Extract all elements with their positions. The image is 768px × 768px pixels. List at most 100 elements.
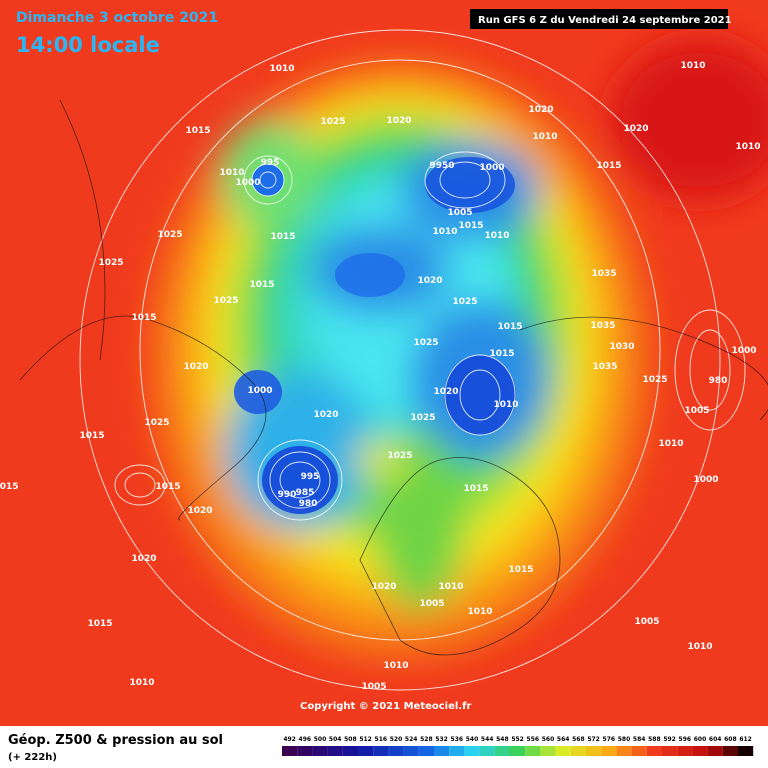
colorbar-swatch <box>418 746 434 756</box>
colorbar-swatch <box>464 746 480 756</box>
colorbar-label: 504 <box>329 736 342 743</box>
colorbar-label: 536 <box>451 736 464 743</box>
isobar-label: 1015 <box>463 484 488 494</box>
colorbar-swatch <box>494 746 510 756</box>
isobar-label: 1025 <box>213 296 238 306</box>
colorbar-swatch <box>631 746 647 756</box>
colorbar-swatch <box>540 746 556 756</box>
isobar-label: 1025 <box>387 451 412 461</box>
isobar-label: 1010 <box>467 607 492 617</box>
isobar-label: 1010 <box>658 439 683 449</box>
colorbar-label: 548 <box>496 736 509 743</box>
isobar-label: 1005 <box>447 208 472 218</box>
isobar-label: 1015 <box>249 280 274 290</box>
isobar-label: 1015 <box>270 232 295 242</box>
isobar-label: 1015 <box>87 619 112 629</box>
colorbar-swatch <box>388 746 404 756</box>
colorbar-label: 596 <box>679 736 692 743</box>
colorbar-label: 544 <box>481 736 494 743</box>
colorbar-label: 524 <box>405 736 418 743</box>
isobar-label: 995 <box>301 472 320 482</box>
isobar-label: 1010 <box>383 661 408 671</box>
colorbar-label: 572 <box>587 736 600 743</box>
colorbar-swatch <box>616 746 632 756</box>
isobar-label: 1010 <box>438 582 463 592</box>
footer-title: Géop. Z500 & pression au sol <box>8 733 223 748</box>
colorbar-swatch <box>570 746 586 756</box>
isobar-label: 1020 <box>371 582 396 592</box>
colorbar-label: 588 <box>648 736 661 743</box>
colorbar-label: 568 <box>572 736 585 743</box>
isobar-label: 1000 <box>479 163 504 173</box>
colorbar-swatch <box>342 746 358 756</box>
isobar-label: 9950 <box>429 161 454 171</box>
colorbar-swatch <box>479 746 495 756</box>
isobar-label: 1020 <box>386 116 411 126</box>
colorbar-label: 576 <box>603 736 616 743</box>
colorbar-label: 600 <box>694 736 707 743</box>
isobar-label: 1010 <box>269 64 294 74</box>
time-label: 14:00 locale <box>16 33 160 57</box>
isobar-label: 1000 <box>235 178 260 188</box>
isobar-label: 995 <box>261 158 280 168</box>
colorbar-swatch <box>722 746 738 756</box>
isobar-label: 1015 <box>489 349 514 359</box>
isobar-label: 1010 <box>432 227 457 237</box>
colorbar-label: 556 <box>527 736 540 743</box>
isobar-label: 1025 <box>642 375 667 385</box>
footer-lead: (+ 222h) <box>8 752 57 763</box>
isobar-label: 1000 <box>693 475 718 485</box>
isobar-label: 1010 <box>532 132 557 142</box>
colorbar-swatch <box>738 746 754 756</box>
colorbar-swatch <box>692 746 708 756</box>
isobar-label: 1010 <box>219 168 244 178</box>
isobar-label: 1005 <box>634 617 659 627</box>
colorbar-swatch <box>677 746 693 756</box>
isobar-label: 1025 <box>452 297 477 307</box>
colorbar-label: 492 <box>283 736 296 743</box>
colorbar-swatch <box>312 746 328 756</box>
isobar-label: 1020 <box>187 506 212 516</box>
colorbar-swatch <box>297 746 313 756</box>
isobar-label: 1015 <box>79 431 104 441</box>
isobar-label: 1005 <box>419 599 444 609</box>
colorbar-label: 564 <box>557 736 570 743</box>
isobar-label: 1025 <box>98 258 123 268</box>
isobar-label: 1010 <box>735 142 760 152</box>
isobar-label: 980 <box>709 376 728 386</box>
isobar-label: 1010 <box>680 61 705 71</box>
isobar-label: 1020 <box>131 554 156 564</box>
colorbar-label: 552 <box>511 736 524 743</box>
isobar-label: 1005 <box>361 682 386 692</box>
isobar-label: 1000 <box>731 346 756 356</box>
isobar-label: 1025 <box>144 418 169 428</box>
colorbar-label: 532 <box>435 736 448 743</box>
isobar-label: 1025 <box>320 117 345 127</box>
isobar-label: 1010 <box>129 678 154 688</box>
colorbar-swatch <box>358 746 374 756</box>
isobar-label: 1035 <box>592 362 617 372</box>
isobar-label: 990 <box>278 490 297 500</box>
colorbar-swatch <box>662 746 678 756</box>
colorbar-swatch <box>373 746 389 756</box>
colorbar-label: 520 <box>390 736 403 743</box>
colorbar-swatch <box>601 746 617 756</box>
isobar-label: 1005 <box>684 406 709 416</box>
isobar-label: 1025 <box>157 230 182 240</box>
isobar-label: 1010 <box>484 231 509 241</box>
colorbar-swatch <box>646 746 662 756</box>
isobar-label: 1020 <box>313 410 338 420</box>
colorbar-label: 516 <box>375 736 388 743</box>
colorbar-swatch <box>707 746 723 756</box>
isobar-label: 1020 <box>183 362 208 372</box>
isobar-label: 1015 <box>458 221 483 231</box>
colorbar-swatch <box>282 746 298 756</box>
colorbar-label: 560 <box>542 736 555 743</box>
colorbar-label: 608 <box>724 736 737 743</box>
colorbar-label: 512 <box>359 736 372 743</box>
isobar-label: 1035 <box>590 321 615 331</box>
isobar-label: 980 <box>299 499 318 509</box>
colorbar-swatch <box>525 746 541 756</box>
